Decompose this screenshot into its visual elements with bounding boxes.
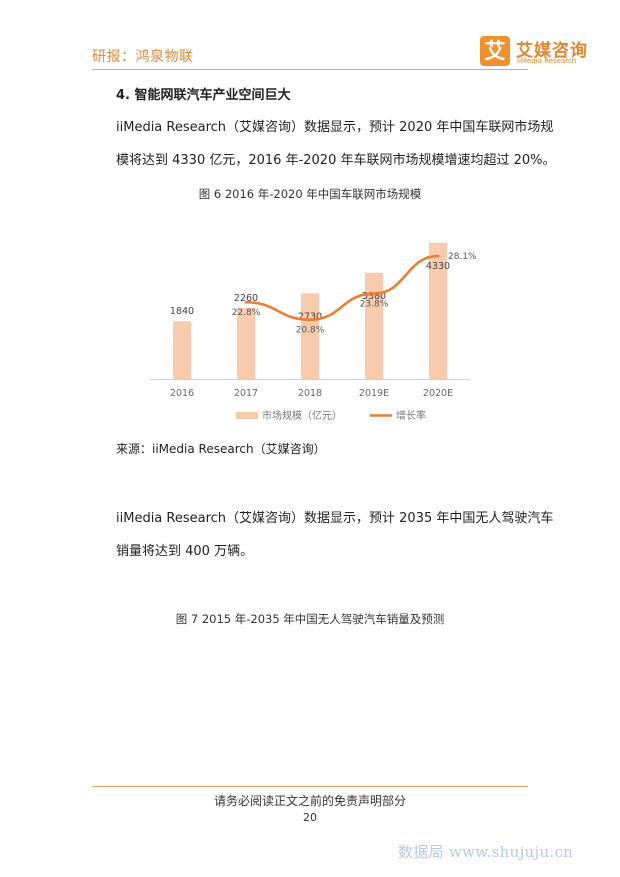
logo-mark: 艾 bbox=[480, 36, 510, 66]
paragraph-market-size: iiMedia Research（艾媒咨询）数据显示，预计 2020 年中国车联… bbox=[116, 111, 556, 177]
growth-rate-line bbox=[244, 254, 440, 321]
legend-line-label: 增长率 bbox=[396, 409, 426, 422]
footer-divider bbox=[92, 786, 528, 787]
section-heading: 4. 智能网联汽车产业空间巨大 bbox=[116, 88, 291, 103]
legend-bar-label: 市场规模（亿元） bbox=[262, 409, 342, 422]
bar-2017 bbox=[237, 308, 255, 379]
bar-2019E bbox=[365, 272, 383, 379]
chart-svg: 2016 2017 2018 2019E 2020E 1840 2260 2730 3380 43… bbox=[150, 243, 477, 422]
x-tick-label: 2019E bbox=[359, 388, 389, 399]
bar-data-label: 3380 bbox=[362, 291, 386, 302]
bar-data-label: 2730 bbox=[298, 311, 322, 322]
market-size-chart: 2016 2017 2018 2019E 2020E 1840 2260 2730 3380 43… bbox=[140, 212, 480, 430]
paragraph-line: 模将达到 4330 亿元，2016 年-2020 年车联网市场规模增速均超过 2… bbox=[116, 153, 556, 168]
paragraph-line: iiMedia Research（艾媒咨询）数据显示，预计 2035 年中国无人… bbox=[116, 511, 554, 526]
figure-7-caption: 图 7 2015 年-2035 年中国无人驾驶汽车销量及预测 bbox=[175, 612, 445, 626]
paragraph-line: 销量将达到 400 万辆。 bbox=[116, 544, 254, 559]
paragraph-line: iiMedia Research（艾媒咨询）数据显示，预计 2020 年中国车联… bbox=[116, 120, 554, 135]
x-tick-label: 2017 bbox=[234, 388, 258, 399]
footer-disclaimer: 请务必阅读正文之前的免责声明部分 bbox=[213, 794, 406, 808]
figure-6-caption: 图 6 2016 年-2020 年中国车联网市场规模 bbox=[198, 187, 422, 201]
bar-data-label: 2260 bbox=[234, 293, 258, 304]
x-tick-label: 2018 bbox=[298, 388, 322, 399]
watermark: 数据局 www.shujuju.cn bbox=[398, 843, 574, 861]
bar-data-label: 1840 bbox=[170, 306, 194, 317]
header-divider bbox=[92, 69, 528, 70]
growth-data-label: 23.8% bbox=[360, 300, 389, 310]
bar-2016 bbox=[173, 321, 191, 379]
growth-data-label: 28.1% bbox=[448, 252, 477, 262]
header-title: 研报：鸿泉物联 bbox=[92, 49, 194, 65]
bar-data-label: 4330 bbox=[426, 261, 450, 272]
source-note: 来源：iiMedia Research（艾媒咨询） bbox=[116, 442, 326, 456]
logo-name-en: iiMedia Research bbox=[517, 57, 577, 65]
brand-logo: 艾 艾媒咨询 iiMedia Research bbox=[480, 34, 590, 70]
growth-data-label: 20.8% bbox=[296, 326, 325, 336]
logo-name-cn: 艾媒咨询 bbox=[516, 41, 588, 61]
bar-2018 bbox=[301, 293, 319, 379]
growth-data-label: 22.8% bbox=[232, 308, 261, 318]
x-tick-label: 2020E bbox=[423, 388, 453, 399]
bar-2020E bbox=[429, 243, 447, 379]
x-tick-label: 2016 bbox=[170, 388, 194, 399]
paragraph-autonomous-sales: iiMedia Research（艾媒咨询）数据显示，预计 2035 年中国无人… bbox=[116, 502, 554, 568]
legend-bar-swatch bbox=[236, 412, 258, 419]
page-number: 20 bbox=[303, 811, 317, 824]
